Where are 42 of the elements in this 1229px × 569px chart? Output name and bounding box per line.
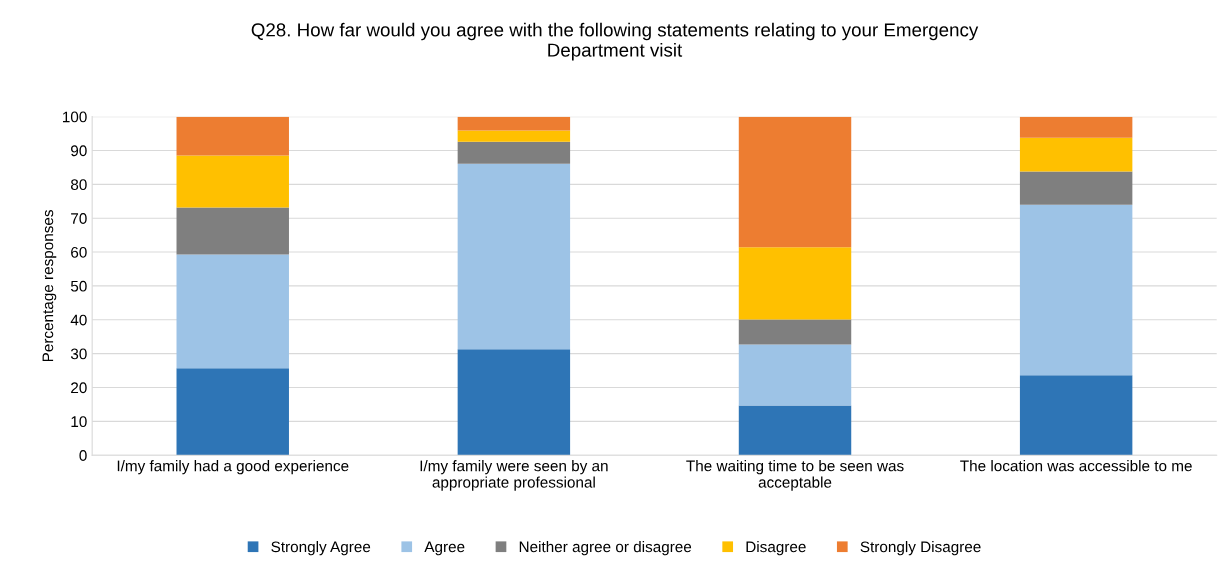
y-tick-label: 70	[71, 213, 87, 224]
bar	[176, 207, 289, 255]
bar	[1019, 204, 1133, 376]
y-tick-label: 60	[71, 246, 87, 258]
bar	[457, 116, 571, 131]
bar	[738, 344, 852, 406]
legend-label: Agree	[424, 541, 465, 556]
y-axis-title: Percentage responses	[42, 210, 57, 362]
chart-title: Q28. How far would you agree with the following statements relating to your Emergency Department visit	[251, 22, 979, 61]
bar	[457, 130, 571, 142]
legend-label: Neither agree or disagree	[519, 541, 692, 556]
legend-label: Strongly Agree	[271, 541, 371, 556]
x-tick-label: The waiting time to be seen was acceptable	[686, 460, 904, 491]
y-tick-label: 40	[70, 314, 87, 326]
y-tick-label: 50	[70, 280, 87, 292]
bar	[457, 141, 571, 164]
bar	[738, 247, 852, 320]
y-tick-label: 90	[71, 145, 87, 157]
y-tick-label: 30	[70, 348, 87, 360]
y-tick-label: 10	[71, 416, 87, 428]
bar	[176, 155, 289, 208]
bar	[176, 254, 289, 369]
bar	[176, 368, 289, 456]
bar	[738, 319, 852, 345]
legend-label: Strongly Disagree	[860, 541, 981, 556]
bar	[1019, 171, 1133, 205]
bar	[738, 116, 852, 248]
bar	[738, 405, 852, 456]
bar	[457, 163, 571, 350]
x-tick-label: I/my family had a good experience	[117, 460, 349, 475]
bar	[1019, 375, 1133, 456]
x-tick-label: I/my family were seen by an appropriate professional	[420, 460, 608, 491]
bar	[457, 349, 571, 456]
legend-label: Disagree	[746, 541, 806, 556]
y-tick-label: 80	[70, 179, 87, 191]
bar	[1019, 116, 1133, 138]
bar	[176, 116, 289, 156]
bar	[1019, 137, 1133, 172]
y-tick-label: 0	[79, 450, 87, 461]
y-tick-label: 20	[71, 382, 87, 394]
y-tick-label: 100	[62, 111, 87, 123]
x-tick-label: The location was accessible to me	[960, 460, 1192, 472]
